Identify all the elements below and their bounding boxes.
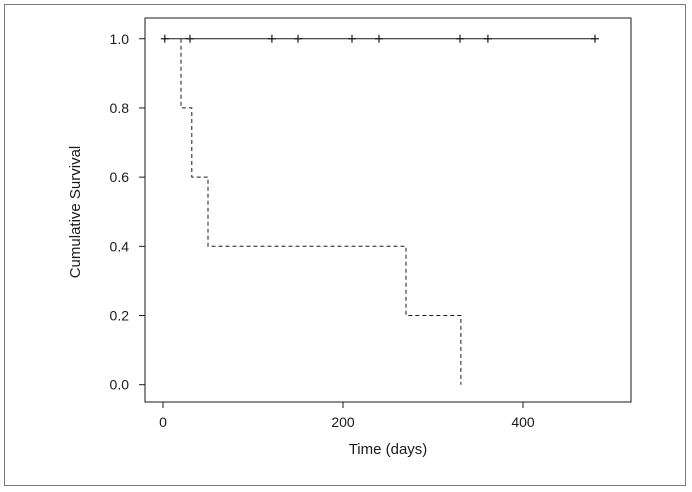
y-axis-label: Cumulative Survival [67, 146, 84, 279]
plot-area [144, 17, 632, 403]
y-tick-label: 0.6 [110, 169, 130, 185]
y-tick-label: 0.0 [110, 377, 130, 393]
censor-marker [591, 34, 599, 43]
y-tick-label: 1.0 [110, 31, 130, 47]
censor-marker [294, 34, 302, 43]
censor-marker [186, 34, 194, 43]
dashed-survival-curve [180, 38, 462, 385]
y-tick-label: 0.2 [110, 308, 130, 324]
censor-marker [456, 34, 464, 43]
x-tick-label: 0 [159, 414, 167, 430]
censor-marker [375, 34, 383, 43]
y-tick-label: 0.4 [110, 238, 130, 254]
axis-ticks: 0 200 400 0.0 0.2 0.4 0.6 0.8 1.0 [110, 31, 535, 430]
series-layer [160, 34, 599, 385]
y-tick-label: 0.8 [110, 100, 130, 116]
figure-frame [4, 4, 686, 486]
x-axis-label: Time (days) [349, 441, 428, 458]
censor-marker [267, 34, 276, 43]
censor-marker [160, 34, 169, 43]
x-tick-label: 200 [331, 414, 355, 430]
x-tick-label: 400 [511, 414, 535, 430]
censor-marker [348, 34, 356, 43]
censor-marker [483, 34, 492, 43]
